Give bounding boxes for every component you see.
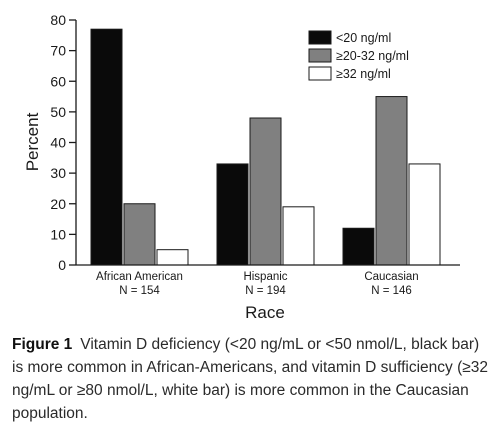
legend: <20 ng/ml ≥20-32 ng/ml ≥32 ng/ml (308, 30, 409, 81)
y-tick-label: 0 (58, 257, 66, 273)
bar (282, 206, 315, 266)
x-axis-labels: African American N = 154 Hispanic N = 194 Ca… (96, 271, 419, 297)
y-tick-label: 50 (50, 104, 66, 120)
legend-label: ≥32 ng/ml (336, 67, 391, 81)
legend-label: ≥20-32 ng/ml (336, 49, 409, 63)
bar (123, 203, 156, 266)
y-tick-label: 40 (50, 135, 66, 151)
y-tick-label: 10 (50, 226, 66, 242)
y-tick-label: 60 (50, 73, 66, 89)
x-tick-sublabel: N = 154 (119, 285, 160, 297)
bar (375, 96, 408, 266)
y-tick-label: 30 (50, 165, 66, 181)
x-tick-label: African American (96, 271, 183, 283)
y-tick-label: 70 (50, 43, 66, 59)
y-tick-label: 80 (50, 12, 66, 28)
figure-caption-text: Vitamin D deficiency (<20 ng/mL or <50 n… (12, 336, 488, 422)
x-tick-sublabel: N = 146 (371, 285, 412, 297)
legend-swatch (308, 30, 332, 45)
bar (342, 227, 375, 266)
bar (249, 117, 282, 266)
x-tick-sublabel: N = 194 (245, 285, 286, 297)
bar (156, 249, 189, 266)
x-tick-label: Hispanic (243, 271, 287, 283)
legend-label: <20 ng/ml (336, 31, 391, 45)
bar (408, 163, 441, 266)
bar (90, 28, 123, 266)
x-tick-label: Caucasian (364, 271, 418, 283)
bar (216, 163, 249, 266)
x-axis-title: Race (245, 303, 285, 322)
y-tick-label: 20 (50, 196, 66, 212)
vitamin-d-bar-chart: 0 10 20 30 40 50 60 70 80 African American N = 15… (23, 12, 460, 322)
y-axis-title: Percent (23, 112, 42, 171)
y-axis-ticks: 0 10 20 30 40 50 60 70 80 (50, 12, 76, 273)
legend-swatch (308, 66, 332, 81)
figure-caption: Figure 1 Vitamin D deficiency (<20 ng/mL … (12, 333, 488, 425)
legend-swatch (308, 48, 332, 63)
figure-label: Figure 1 (12, 336, 73, 353)
bar-group (90, 28, 441, 266)
